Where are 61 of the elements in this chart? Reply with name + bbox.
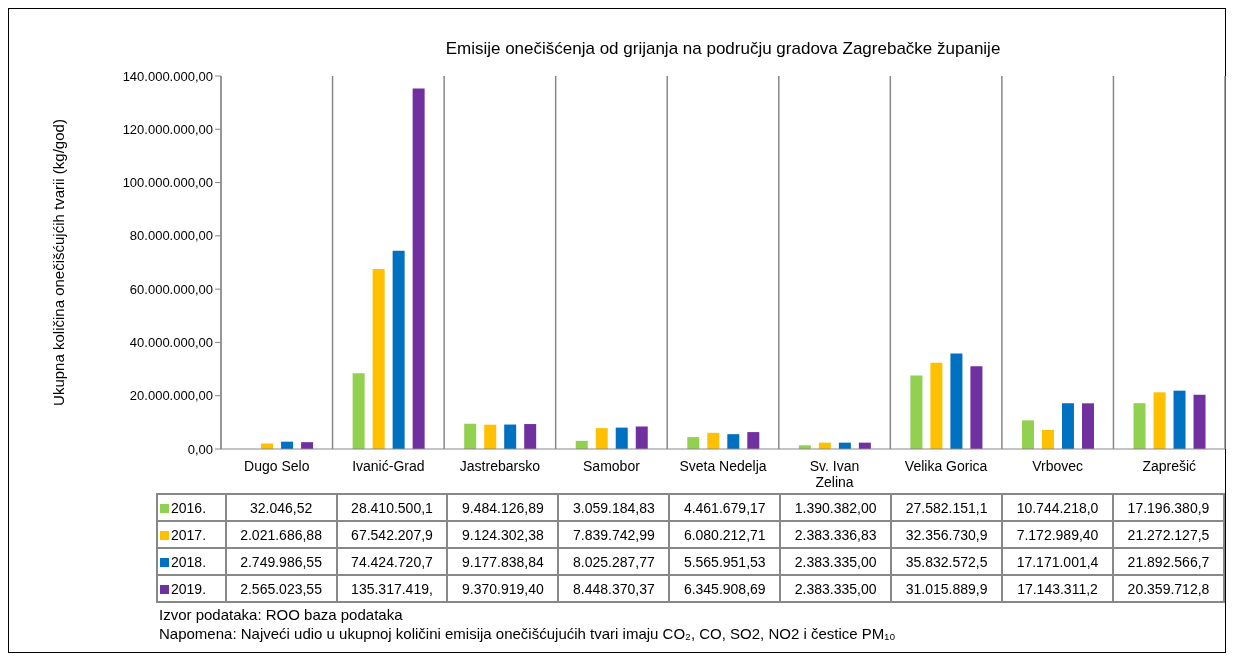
- y-tick-label: 120.000.000,00: [122, 121, 213, 137]
- data-label: 32.046,52: [225, 494, 337, 521]
- data-label: 21.272.127,5: [1112, 521, 1224, 548]
- y-tick-label: 140.000.000,00: [122, 68, 213, 84]
- data-label: 7.839.742,99: [558, 521, 670, 548]
- data-label: 9.124.302,38: [447, 521, 559, 548]
- data-label: 17.171.001,4: [1002, 548, 1113, 575]
- data-label: 1.390.382,00: [780, 494, 892, 521]
- data-label: 28.410.500,1: [336, 494, 448, 521]
- y-axis-title: Ukupna količina onečišćujćih tvarii (kg/god): [50, 119, 68, 406]
- x-tick-label: Vrbovec: [1032, 458, 1084, 474]
- y-tick-label: 80.000.000,00: [129, 228, 213, 244]
- x-tick-label: Jastrebarsko: [459, 458, 541, 474]
- data-label: 31.015.889,9: [891, 575, 1003, 602]
- y-tick-label: 0,00: [187, 441, 213, 457]
- data-label: 32.356.730,9: [891, 521, 1003, 548]
- data-label: 20.359.712,8: [1112, 575, 1224, 602]
- data-label: 135.317.419,: [336, 575, 448, 602]
- data-label: 67.542.207,9: [336, 521, 448, 548]
- data-label: 3.059.184,83: [558, 494, 670, 521]
- x-tick-label: Sveta Nedelja: [679, 458, 767, 474]
- y-tick-label: 100.000.000,00: [122, 175, 213, 191]
- data-label: 2.749.986,55: [225, 548, 337, 575]
- data-label: 74.424.720,7: [336, 548, 448, 575]
- x-tick-label: Sv. Ivan Zelina: [809, 458, 860, 490]
- data-label: 10.744.218,0: [1002, 494, 1113, 521]
- data-label: 4.461.679,17: [669, 494, 781, 521]
- legend-label: 2016.: [157, 494, 226, 521]
- data-label: 5.565.951,53: [669, 548, 781, 575]
- legend-label: 2019.: [157, 575, 226, 602]
- data-label: 17.143.311,2: [1002, 575, 1113, 602]
- legend-label: 2017.: [157, 521, 226, 548]
- x-tick-label: Dugo Selo: [244, 458, 310, 474]
- text: Napomena: Najveći udio u ukupnoj količini emisija onečišćujućih tvari imaju CO₂, CO, SO2, NO2 i čestice PM₁₀: [159, 624, 896, 643]
- data-label: 7.172.989,40: [1002, 521, 1113, 548]
- data-label: 17.196.380,9: [1112, 494, 1224, 521]
- data-label: 9.177.838,84: [447, 548, 559, 575]
- data-label: 8.025.287,77: [558, 548, 670, 575]
- y-tick-label: 60.000.000,00: [129, 281, 213, 297]
- legend-label: 2018.: [157, 548, 226, 575]
- x-tick-label: Velika Gorica: [904, 458, 988, 474]
- data-label: 2.383.335,00: [780, 548, 892, 575]
- data-label: 6.080.212,71: [669, 521, 781, 548]
- x-tick-label: Samobor: [583, 458, 641, 474]
- data-label: 2.383.335,00: [780, 575, 892, 602]
- data-label: 6.345.908,69: [669, 575, 781, 602]
- x-tick-label: Ivanić-Grad: [352, 458, 425, 474]
- y-tick-label: 40.000.000,00: [129, 335, 213, 351]
- data-label: 35.832.572,5: [891, 548, 1003, 575]
- data-label: 2.021.686,88: [225, 521, 337, 548]
- data-label: 27.582.151,1: [891, 494, 1003, 521]
- y-tick-label: 20.000.000,00: [129, 388, 213, 404]
- text: Izvor podataka: ROO baza podataka: [159, 605, 404, 624]
- data-label: 8.448.370,37: [558, 575, 670, 602]
- x-tick-label: Zaprešić: [1142, 458, 1197, 474]
- data-label: 2.565.023,55: [225, 575, 337, 602]
- data-label: 9.370.919,40: [447, 575, 559, 602]
- data-label: 2.383.336,83: [780, 521, 892, 548]
- chart-title: Emisije onečišćenja od grijanja na području gradova Zagrebačke županije: [444, 39, 1002, 59]
- data-label: 21.892.566,7: [1112, 548, 1224, 575]
- data-label: 9.484.126,89: [447, 494, 559, 521]
